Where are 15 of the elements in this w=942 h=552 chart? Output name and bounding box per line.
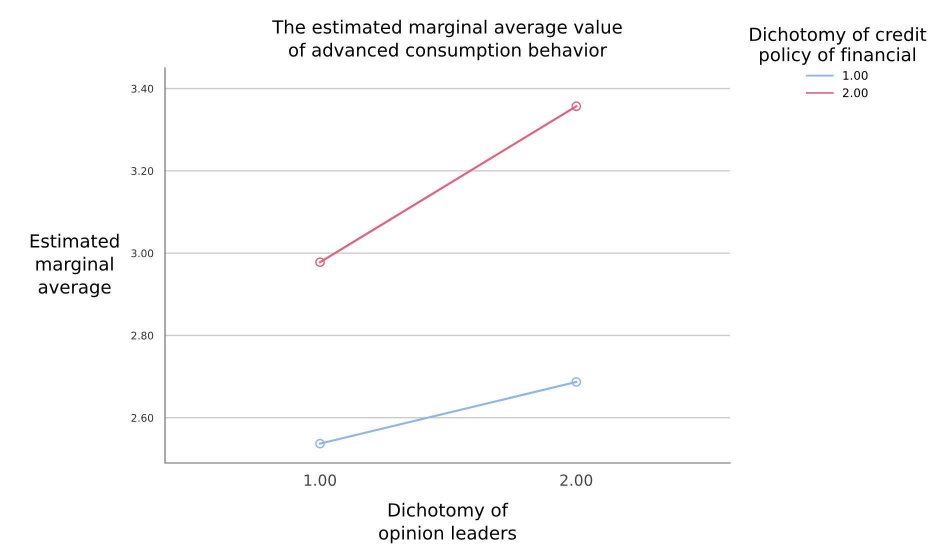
y-tick-label: 3.00	[131, 249, 154, 258]
y-tick-label: 3.20	[131, 167, 154, 175]
legend-title: Dichotomy of credit policy of financial	[750, 27, 926, 65]
point	[315, 257, 325, 268]
chart-title: The estimated marginal average value of advanced consumption behavior	[272, 20, 622, 60]
x-axis-title: Dichotomy of opinion leaders	[379, 502, 516, 544]
y-tick-label: 3.40	[131, 84, 154, 93]
y-tick-label: 2.60	[131, 414, 154, 422]
y-tick-label: 2.80	[131, 332, 154, 340]
point	[315, 438, 325, 449]
y-axis-title: Estimated marginal average	[30, 234, 119, 298]
legend-label: 1.00	[843, 70, 868, 80]
point	[571, 377, 582, 387]
legend-label: 2.00	[842, 88, 868, 98]
point	[571, 101, 582, 112]
